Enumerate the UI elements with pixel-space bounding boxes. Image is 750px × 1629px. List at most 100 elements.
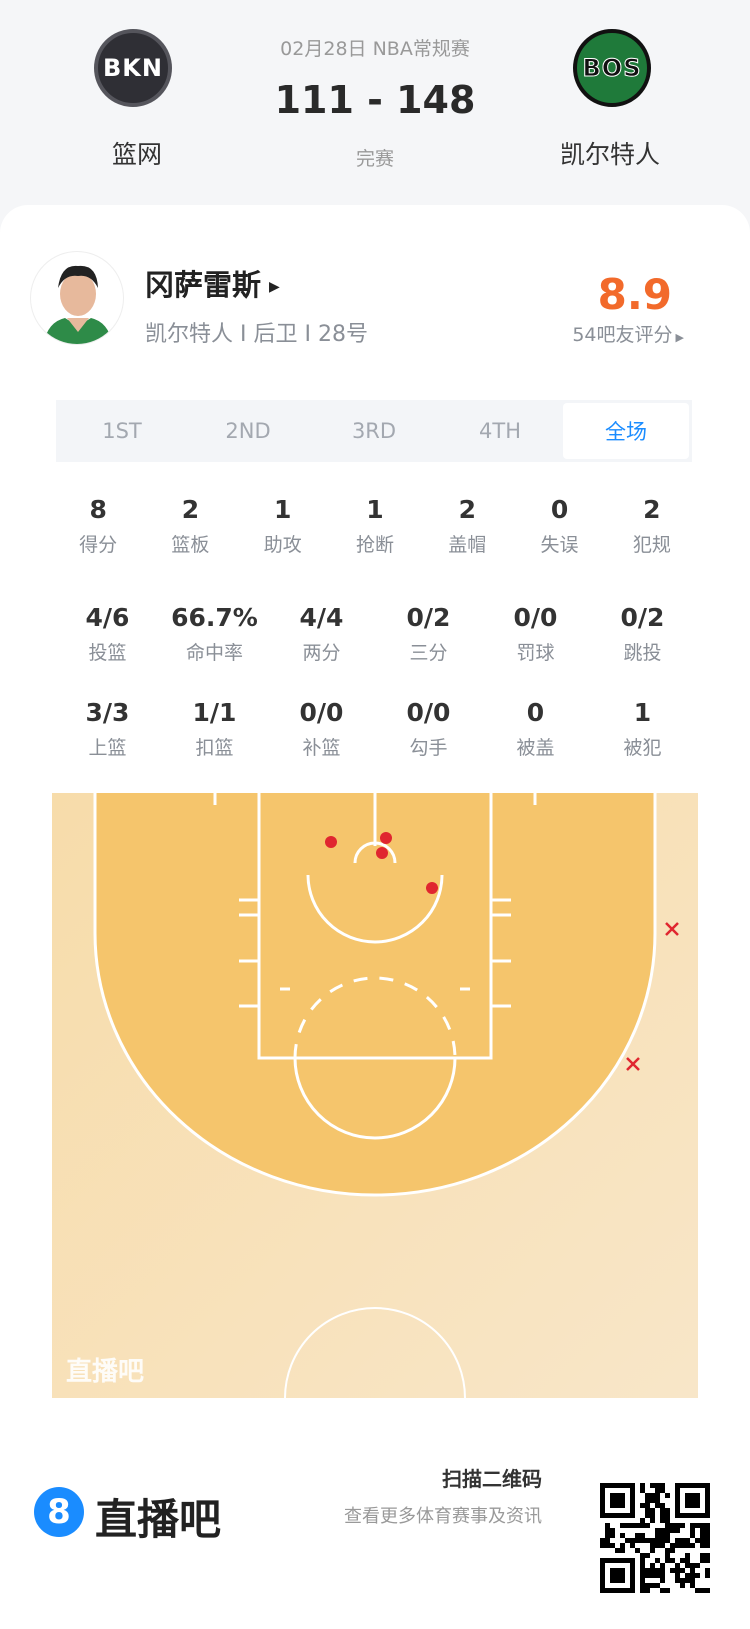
stat-value: 4/6 xyxy=(85,603,130,632)
stat-item: 0 被盖 xyxy=(482,695,589,760)
stat-label: 被犯 xyxy=(623,737,662,759)
stat-label: 被盖 xyxy=(516,737,555,759)
tab-3rd[interactable]: 3RD xyxy=(351,419,397,443)
stat-value: 66.7% xyxy=(171,603,258,632)
player-name-link[interactable]: 冈萨雷斯 ▶ xyxy=(145,262,280,304)
stat-value: 0/0 xyxy=(406,698,451,727)
stat-item: 2 盖帽 xyxy=(421,492,513,557)
stat-label: 罚球 xyxy=(516,642,555,664)
tab-2nd[interactable]: 2ND xyxy=(225,419,271,443)
stat-label: 抢断 xyxy=(355,534,394,556)
stat-label: 犯规 xyxy=(632,534,671,556)
stat-item: 66.7% 命中率 xyxy=(161,600,268,665)
player-name: 冈萨雷斯 xyxy=(145,268,262,302)
stat-value: 4/4 xyxy=(299,603,344,632)
shot-made-marker xyxy=(325,836,337,848)
scan-subtitle: 查看更多体育赛事及资讯 xyxy=(344,1506,542,1527)
player-rating: 8.9 xyxy=(597,270,672,319)
shot-made-marker xyxy=(380,832,392,844)
stat-value: 0/0 xyxy=(299,698,344,727)
match-date-league: 02月28日 NBA常规赛 xyxy=(280,38,470,60)
stat-value: 1 xyxy=(633,698,652,727)
brand-name: 直播吧 xyxy=(95,1495,222,1544)
away-abbr: BOS xyxy=(582,54,642,83)
tab-1st[interactable]: 1ST xyxy=(102,419,142,443)
stat-item: 0/0 罚球 xyxy=(482,600,589,665)
stat-value: 8 xyxy=(89,495,107,524)
stat-value: 2 xyxy=(643,495,661,524)
stat-value: 1 xyxy=(366,495,384,524)
home-team-logo[interactable]: BKN xyxy=(94,29,172,107)
stat-item: 4/4 两分 xyxy=(268,600,375,665)
stat-value: 3/3 xyxy=(85,698,130,727)
stat-item: 0 失误 xyxy=(513,492,605,557)
watermark: 直播吧 xyxy=(66,1357,144,1387)
caret-right-icon: ▶ xyxy=(269,279,280,295)
stat-label: 失误 xyxy=(540,534,579,556)
stat-value: 2 xyxy=(181,495,200,524)
free-throw-circle-bottom xyxy=(293,1057,457,1140)
stat-item: 0/2 跳投 xyxy=(589,600,696,665)
tab-full-game[interactable]: 全场 xyxy=(563,403,689,459)
stat-label: 补篮 xyxy=(302,737,341,759)
stat-item: 0/2 三分 xyxy=(375,600,482,665)
qr-code[interactable] xyxy=(600,1483,710,1593)
stat-item: 1 抢断 xyxy=(329,492,421,557)
stat-label: 上篮 xyxy=(88,737,127,759)
stat-label: 命中率 xyxy=(185,642,243,664)
stat-item: 1/1 扣篮 xyxy=(161,695,268,760)
shot-made-marker xyxy=(426,882,438,894)
shot-chart: 直播吧 xyxy=(52,788,698,1399)
player-meta: 凯尔特人 I 后卫 I 28号 xyxy=(145,322,368,347)
stat-label: 勾手 xyxy=(409,737,448,759)
match-score: 111 - 148 xyxy=(274,78,476,122)
stat-value: 0 xyxy=(526,698,545,727)
stat-item: 2 犯规 xyxy=(606,492,698,557)
player-photo-icon xyxy=(43,265,113,344)
stat-item: 3/3 上篮 xyxy=(54,695,161,760)
stat-item: 1 助攻 xyxy=(237,492,329,557)
stat-label: 跳投 xyxy=(623,642,662,664)
scan-title: 扫描二维码 xyxy=(442,1467,542,1491)
stat-label: 投篮 xyxy=(88,642,127,664)
stat-item: 0/0 勾手 xyxy=(375,695,482,760)
period-tabs: 1ST 2ND 3RD 4TH 全场 xyxy=(56,400,692,462)
player-avatar[interactable] xyxy=(30,251,124,345)
stat-value: 1/1 xyxy=(192,698,237,727)
center-circle xyxy=(284,1307,466,1399)
stat-value: 0/2 xyxy=(620,603,665,632)
stat-label: 两分 xyxy=(302,642,341,664)
stats-row-shot-types: 3/3 上篮 1/1 扣篮 0/0 补篮 0/0 勾手 0 被盖 1 被犯 xyxy=(0,695,750,760)
tab-4th[interactable]: 4TH xyxy=(479,419,521,443)
brand-logo-icon: 8 xyxy=(34,1487,84,1537)
stat-label: 盖帽 xyxy=(448,534,487,556)
stat-value: 0/2 xyxy=(406,603,451,632)
hoop-rim xyxy=(353,841,397,864)
stat-label: 扣篮 xyxy=(195,737,234,759)
away-team-name[interactable]: 凯尔特人 xyxy=(559,140,661,169)
stat-label: 三分 xyxy=(409,642,448,664)
restricted-arc xyxy=(306,874,444,944)
three-point-area xyxy=(95,793,655,1195)
qr-code-icon xyxy=(600,1483,710,1593)
stat-label: 助攻 xyxy=(263,534,302,556)
home-team-name[interactable]: 篮网 xyxy=(111,140,163,169)
stat-value: 2 xyxy=(458,495,476,524)
shot-missed-marker xyxy=(665,922,679,936)
away-team-logo[interactable]: BOS xyxy=(573,29,651,107)
stat-item: 0/0 补篮 xyxy=(268,695,375,760)
stats-row-shooting: 4/6 投篮 66.7% 命中率 4/4 两分 0/2 三分 0/0 罚球 0/2 跳投 xyxy=(0,600,750,665)
shot-made-marker xyxy=(376,847,388,859)
stat-value: 1 xyxy=(274,495,292,524)
stat-item: 2 篮板 xyxy=(144,492,236,557)
shot-missed-marker xyxy=(626,1057,640,1071)
home-abbr: BKN xyxy=(103,54,163,82)
stats-row-basic: 8 得分 2 篮板 1 助攻 1 抢断 2 盖帽 0 失误 2 犯规 xyxy=(0,492,750,557)
rating-link[interactable]: 54吧友评分 ▶ xyxy=(572,320,684,347)
match-status: 完赛 xyxy=(355,148,395,170)
caret-right-icon: ▶ xyxy=(675,331,684,344)
stat-value: 0 xyxy=(550,495,569,524)
stat-label: 得分 xyxy=(79,534,118,556)
stat-value: 0/0 xyxy=(513,603,558,632)
rating-label: 54吧友评分 xyxy=(572,324,673,346)
